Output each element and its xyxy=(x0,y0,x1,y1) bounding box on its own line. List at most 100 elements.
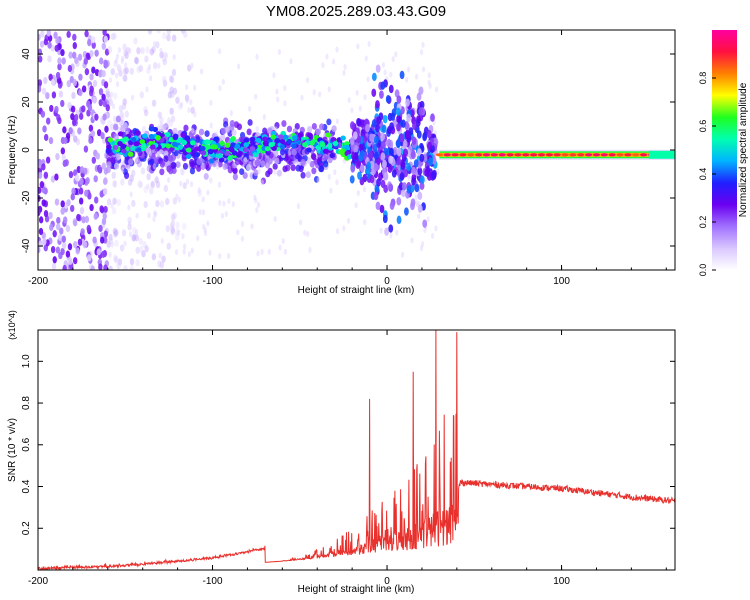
spectrogram-cell xyxy=(289,58,293,65)
spectrogram-cell xyxy=(191,127,195,134)
spectrogram-cell xyxy=(123,49,128,57)
spectrogram-cell xyxy=(305,171,311,179)
spectrogram-cell xyxy=(62,264,67,270)
spectrogram-cell xyxy=(100,132,105,140)
spectrogram-cell xyxy=(229,120,235,127)
spectrogram-cell xyxy=(262,113,266,120)
spectrogram-cell xyxy=(349,136,355,146)
spectrogram-cell xyxy=(103,230,109,238)
spectrogram-cell xyxy=(122,43,127,51)
los-core-cell xyxy=(561,153,569,157)
spectrogram-cell xyxy=(138,237,143,245)
spectrogram-cell xyxy=(248,105,252,112)
spectrogram-cell xyxy=(99,236,105,244)
spectrogram-cell xyxy=(102,177,108,186)
spectrogram-cell xyxy=(51,91,57,99)
spectrogram-cell xyxy=(153,210,157,217)
spectrogram-cell xyxy=(227,198,231,205)
spectrogram-cell xyxy=(110,68,116,76)
spectrogram-cell xyxy=(359,150,365,159)
spectrogram-cell xyxy=(218,200,222,207)
spectrogram-cell xyxy=(159,47,163,54)
spectrogram-cell xyxy=(112,144,119,151)
spectrogram-cell xyxy=(182,248,186,255)
spectrogram-cell xyxy=(115,72,119,79)
spectrogram-cell xyxy=(305,77,310,84)
spectrogram-cell xyxy=(130,146,136,152)
spectrogram-cell xyxy=(201,196,205,203)
spectrogram-cell xyxy=(419,153,425,163)
spectrogram-cell xyxy=(177,229,181,236)
spectrogram-cell xyxy=(282,165,288,173)
spectrogram-cell xyxy=(150,180,155,189)
spectrogram-cell xyxy=(67,243,73,251)
spectrogram-cell xyxy=(283,85,287,92)
spectrogram-cell xyxy=(193,146,200,152)
spectrogram-cell xyxy=(60,99,65,108)
spectrogram-cell xyxy=(254,159,260,167)
los-core-cell xyxy=(482,153,491,157)
spectrogram-cell xyxy=(142,133,148,139)
spectrogram-cell xyxy=(414,194,418,201)
spectrogram-cell xyxy=(286,125,293,133)
spectrogram-cell xyxy=(170,213,176,221)
spectrogram-cell xyxy=(121,229,127,237)
spectrogram-cell xyxy=(160,237,164,244)
figure-title: YM08.2025.289.03.43.G09 xyxy=(266,3,446,20)
snr-xtick-label: 0 xyxy=(384,576,390,587)
spectrogram-cell xyxy=(70,193,75,201)
spectrogram-cell xyxy=(101,93,106,101)
spectrogram-cell xyxy=(59,227,64,235)
spectrogram-cell xyxy=(102,100,108,108)
spectrogram-cell xyxy=(198,209,202,216)
spectrogram-cell xyxy=(169,107,174,115)
spectrogram-cell xyxy=(86,100,91,108)
spectrogram-cell xyxy=(249,146,256,152)
spectrogram-cell xyxy=(131,234,136,242)
spectrogram-cell xyxy=(243,156,248,163)
spectrogram-cell xyxy=(50,78,56,86)
spectrogram-cell xyxy=(157,62,161,69)
spectrogram-cell xyxy=(123,240,127,247)
spectrogram-cell xyxy=(159,168,165,176)
los-core-cell xyxy=(553,153,561,157)
spectrogram-cell xyxy=(307,132,313,138)
spectrogram-cell xyxy=(163,184,169,193)
spectrogram-cell xyxy=(420,49,424,56)
spectrogram-cell xyxy=(323,160,329,168)
spectrogram-cell xyxy=(421,66,426,73)
spectrogram-cell xyxy=(159,116,164,124)
spectrogram-cell xyxy=(123,172,130,179)
spectrogram-cell xyxy=(228,147,235,153)
spectrogram-cell xyxy=(79,112,84,120)
los-core-cell xyxy=(443,153,451,157)
spectrogram-cell xyxy=(72,78,77,87)
spectrogram-cell xyxy=(152,62,158,70)
spectrogram-cell xyxy=(118,69,123,77)
spectrogram-cell xyxy=(61,154,66,162)
spectrogram-cell xyxy=(103,81,109,89)
spectrogram-cell xyxy=(399,70,405,80)
spectrogram-cell xyxy=(162,58,167,66)
spectrogram-cell xyxy=(121,167,125,174)
spectrogram-cell xyxy=(68,51,73,59)
spectrogram-cell xyxy=(381,124,387,134)
spectrogram-cell xyxy=(434,225,438,232)
spectrogram-cell xyxy=(169,75,174,83)
spectrogram-cell xyxy=(144,55,149,63)
spectrogram-cell xyxy=(97,166,103,174)
spectrogram-cell xyxy=(141,142,147,149)
spectrogram-cell xyxy=(366,161,372,171)
spectrogram-cell xyxy=(155,41,160,49)
spectrogram-cell xyxy=(371,119,377,128)
spectrogram-cell xyxy=(184,135,191,141)
spectrogram-cell xyxy=(119,244,125,252)
spectrogram-cell xyxy=(199,145,206,152)
spectrogram-cell xyxy=(65,132,71,140)
snr-ytick-label: 0.2 xyxy=(21,521,32,535)
spectrogram-cell xyxy=(243,137,250,144)
spectrogram-cell xyxy=(155,180,161,189)
spectrogram-cell xyxy=(311,167,317,175)
spectrogram-cell xyxy=(291,148,297,156)
spectrogram-cell xyxy=(356,117,361,127)
